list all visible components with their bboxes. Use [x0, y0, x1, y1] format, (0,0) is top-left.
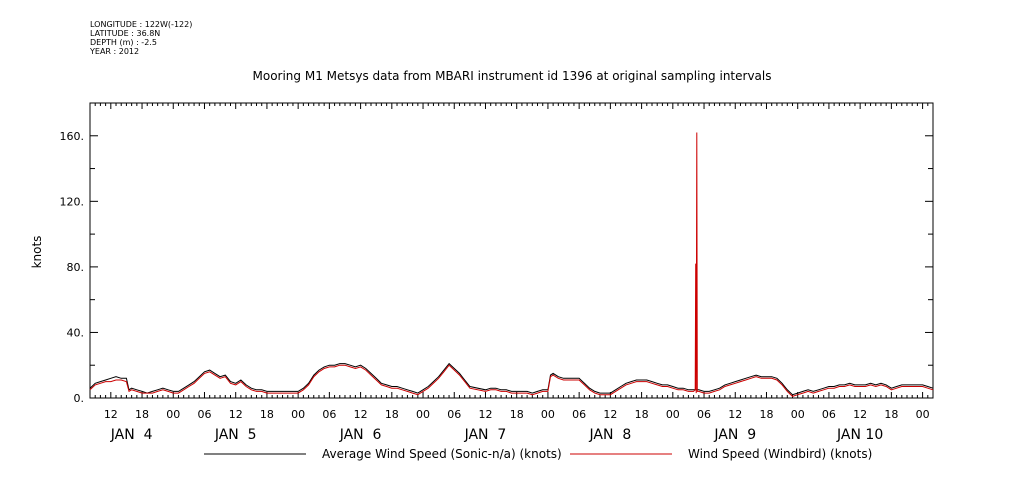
- x-tick-label: 06: [197, 408, 211, 421]
- x-tick-label: 12: [354, 408, 368, 421]
- y-tick-label: 80.: [67, 261, 85, 274]
- x-tick-label: 06: [697, 408, 711, 421]
- chart-title: Mooring M1 Metsys data from MBARI instru…: [253, 69, 772, 83]
- latitude-text: LATITUDE : 36.8N: [90, 29, 161, 38]
- x-tick-label: 00: [541, 408, 555, 421]
- legend-label-average-wind-speed: Average Wind Speed (Sonic-n/a) (knots): [322, 447, 562, 461]
- x-tick-label: 18: [635, 408, 649, 421]
- x-tick-label: 06: [322, 408, 336, 421]
- day-label: JAN 10: [836, 427, 883, 443]
- series-lines: [89, 132, 934, 397]
- day-label: JAN 8: [588, 427, 631, 443]
- x-tick-label: 00: [291, 408, 305, 421]
- year-text: YEAR : 2012: [90, 47, 140, 56]
- day-label: JAN 4: [110, 427, 153, 443]
- x-tick-label: 18: [759, 408, 773, 421]
- x-tick-label: 12: [728, 408, 742, 421]
- y-tick-label: 160.: [60, 130, 85, 143]
- x-tick-label: 00: [916, 408, 930, 421]
- legend-label-windbird-wind-speed: Wind Speed (Windbird) (knots): [688, 447, 872, 461]
- y-tick-label: 0.: [74, 392, 85, 405]
- y-tick-labels: 0. 40. 80. 120. 160.: [60, 130, 85, 405]
- series-line-average-wind-speed: [89, 362, 934, 396]
- x-tick-label: 18: [135, 408, 149, 421]
- series-line-windbird-wind-speed: [89, 132, 934, 397]
- legend: Average Wind Speed (Sonic-n/a) (knots) Wi…: [204, 447, 872, 461]
- plot-frame: [89, 102, 934, 399]
- x-tick-label: 00: [166, 408, 180, 421]
- x-tick-label: 18: [385, 408, 399, 421]
- x-tick-label: 12: [229, 408, 243, 421]
- x-tick-label: 00: [666, 408, 680, 421]
- y-tick-label: 120.: [60, 195, 85, 208]
- longitude-text: LONGITUDE : 122W(-122): [90, 20, 193, 29]
- x-tick-label: 18: [510, 408, 524, 421]
- x-tick-label: 18: [884, 408, 898, 421]
- day-labels: JAN 4 JAN 5 JAN 6 JAN 7 JAN 8 JAN 9 JAN 10: [110, 427, 883, 443]
- metadata-block: LONGITUDE : 122W(-122) LATITUDE : 36.8N …: [90, 20, 192, 56]
- depth-text: DEPTH (m) : -2.5: [90, 38, 157, 47]
- day-label: JAN 5: [214, 427, 257, 443]
- x-tick-label: 06: [572, 408, 586, 421]
- day-label: JAN 6: [339, 427, 382, 443]
- axis-ticks: [89, 102, 934, 399]
- x-tick-labels: 12 18 00 06 12 18 00 06 12 18 00 06 12 18 00 06 12 18 00 06…: [104, 408, 930, 421]
- x-tick-label: 12: [853, 408, 867, 421]
- day-label: JAN 7: [464, 427, 507, 443]
- x-tick-label: 06: [447, 408, 461, 421]
- x-tick-label: 12: [104, 408, 118, 421]
- x-tick-label: 18: [260, 408, 274, 421]
- x-tick-label: 12: [478, 408, 492, 421]
- y-tick-label: 40.: [67, 326, 85, 339]
- x-tick-label: 06: [822, 408, 836, 421]
- x-tick-label: 12: [603, 408, 617, 421]
- y-axis-label: knots: [30, 236, 44, 269]
- x-tick-label: 00: [791, 408, 805, 421]
- x-tick-label: 00: [416, 408, 430, 421]
- day-label: JAN 9: [713, 427, 756, 443]
